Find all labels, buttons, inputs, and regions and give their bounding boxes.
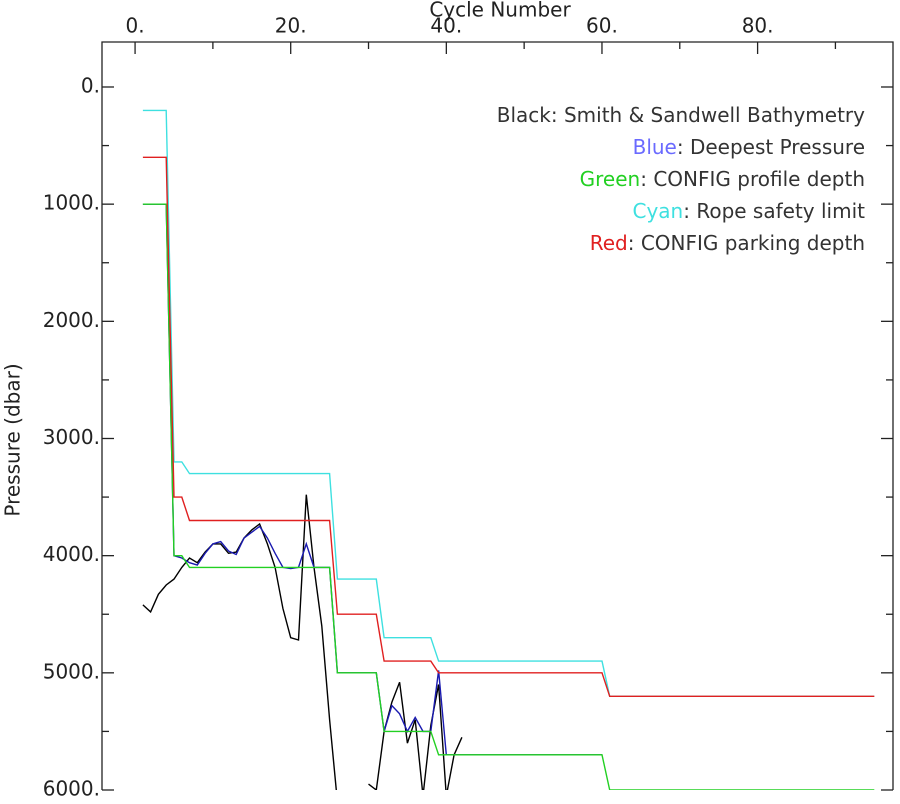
series-line bbox=[142, 494, 463, 790]
y-tick-label: 6000. bbox=[43, 777, 100, 801]
series-line bbox=[142, 203, 602, 756]
legend-label: Rope safety limit bbox=[696, 199, 865, 223]
series-line bbox=[142, 156, 875, 697]
legend-separator: : bbox=[628, 231, 641, 255]
legend-separator: : bbox=[551, 103, 564, 127]
plot-area bbox=[142, 109, 875, 790]
legend-separator: : bbox=[677, 135, 690, 159]
y-tick-label: 3000. bbox=[43, 425, 100, 449]
y-axis-title: Pressure (dbar) bbox=[1, 363, 25, 516]
x-tick-label: 20. bbox=[275, 14, 307, 38]
y-tick-label: 1000. bbox=[43, 191, 100, 215]
legend-entry: Blue: Deepest Pressure bbox=[633, 135, 865, 159]
legend-separator: : bbox=[683, 199, 696, 223]
series-line bbox=[142, 109, 875, 697]
legend-entry: Black: Smith & Sandwell Bathymetry bbox=[497, 103, 865, 127]
x-tick-label: 80. bbox=[742, 14, 774, 38]
x-axis-title: Cycle Number bbox=[429, 0, 571, 22]
x-tick-label: 60. bbox=[586, 14, 618, 38]
y-tick-label: 2000. bbox=[43, 308, 100, 332]
series-line bbox=[142, 203, 875, 790]
plot-frame bbox=[101, 41, 894, 790]
legend-separator: : bbox=[640, 167, 653, 191]
x-tick-label: 40. bbox=[430, 14, 462, 38]
legend-label: Smith & Sandwell Bathymetry bbox=[564, 103, 865, 127]
legend-color-word: Red bbox=[590, 231, 628, 255]
legend-label: Deepest Pressure bbox=[690, 135, 865, 159]
legend-entry: Cyan: Rope safety limit bbox=[633, 199, 866, 223]
y-tick-label: 5000. bbox=[43, 659, 100, 683]
legend-color-word: Green bbox=[580, 167, 641, 191]
legend-entry: Red: CONFIG parking depth bbox=[590, 231, 865, 255]
legend-color-word: Cyan bbox=[633, 199, 684, 223]
y-tick-label: 0. bbox=[81, 73, 100, 97]
legend-color-word: Black bbox=[497, 103, 552, 127]
legend-color-word: Blue bbox=[633, 135, 677, 159]
x-tick-label: 0. bbox=[126, 14, 145, 38]
legend-label: CONFIG parking depth bbox=[641, 231, 865, 255]
y-tick-label: 4000. bbox=[43, 542, 100, 566]
legend-entry: Green: CONFIG profile depth bbox=[580, 167, 865, 191]
legend-label: CONFIG profile depth bbox=[653, 167, 865, 191]
